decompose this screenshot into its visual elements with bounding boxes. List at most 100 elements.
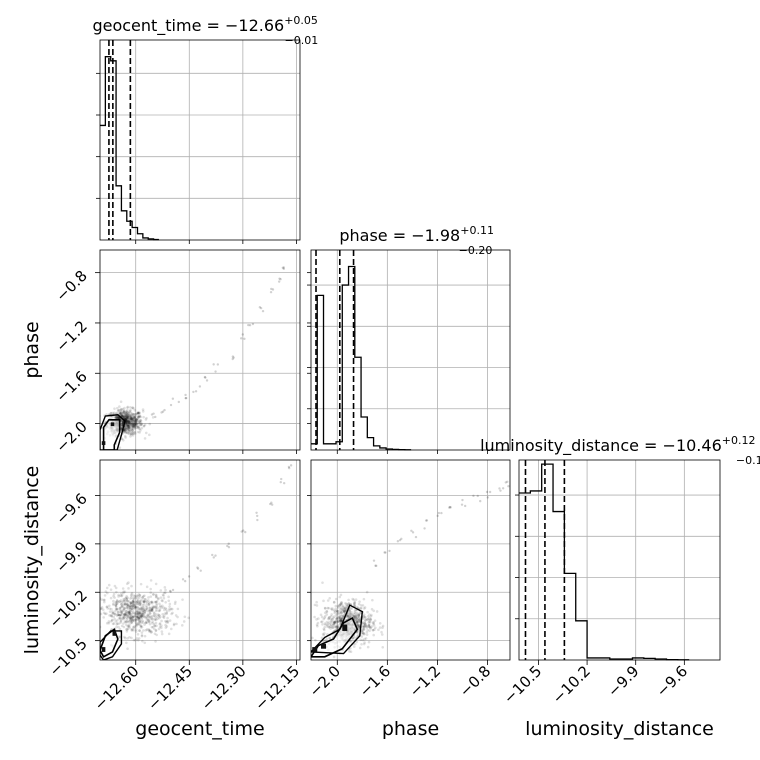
scatter-point xyxy=(255,511,258,515)
scatter-point xyxy=(136,622,140,625)
scatter-point xyxy=(460,503,464,506)
scatter-point xyxy=(123,415,126,419)
scatter-point xyxy=(141,610,145,614)
scatter-point xyxy=(357,620,360,624)
scatter-point xyxy=(132,407,135,410)
scatter-point xyxy=(314,638,317,642)
scatter-point xyxy=(122,590,125,593)
scatter-point xyxy=(357,613,361,617)
scatter-point xyxy=(134,612,137,616)
scatter-point xyxy=(126,424,130,428)
scatter-point xyxy=(140,615,143,618)
scatter-point xyxy=(124,417,128,421)
scatter-point xyxy=(118,607,122,610)
title-upper-error: +0.12 xyxy=(722,434,756,447)
scatter-point xyxy=(287,465,291,469)
scatter-point xyxy=(130,415,134,418)
scatter-point xyxy=(137,616,141,620)
scatter-point xyxy=(124,414,128,418)
scatter-point xyxy=(133,415,137,418)
scatter-point xyxy=(123,613,127,617)
scatter-point xyxy=(147,628,151,632)
scatter-point xyxy=(331,624,335,627)
scatter-point xyxy=(137,425,141,429)
scatter-point xyxy=(139,609,143,612)
scatter-point xyxy=(132,629,135,632)
scatter-point xyxy=(315,600,318,604)
scatter-point xyxy=(148,606,152,610)
scatter-point xyxy=(363,637,367,641)
scatter-point xyxy=(343,610,346,614)
scatter-point xyxy=(128,426,132,430)
scatter-point xyxy=(136,594,140,598)
scatter-point xyxy=(123,603,127,607)
scatter-point xyxy=(363,632,366,636)
scatter-point xyxy=(371,598,374,602)
scatter-point xyxy=(335,626,339,629)
scatter-point xyxy=(126,426,130,430)
scatter-point xyxy=(132,599,135,603)
scatter-point xyxy=(164,588,167,592)
scatter-point xyxy=(132,425,136,428)
scatter-point xyxy=(131,434,135,437)
scatter-point xyxy=(114,601,118,604)
scatter-point xyxy=(327,616,331,619)
scatter-point xyxy=(154,582,158,586)
scatter-point xyxy=(148,616,152,619)
scatter-point xyxy=(122,412,126,416)
scatter-point xyxy=(369,627,372,630)
scatter-point xyxy=(350,607,353,610)
scatter-point xyxy=(242,529,245,532)
scatter-point xyxy=(149,609,152,613)
scatter-point xyxy=(108,610,112,613)
scatter-point xyxy=(119,409,122,412)
scatter-point xyxy=(125,430,128,433)
scatter-point xyxy=(356,620,359,623)
scatter-point xyxy=(135,594,139,598)
scatter-point xyxy=(132,422,136,425)
scatter-point xyxy=(132,416,135,419)
scatter-point xyxy=(340,614,344,618)
scatter-point xyxy=(128,604,132,607)
scatter-point xyxy=(124,602,128,605)
scatter-point xyxy=(134,630,138,633)
scatter-point xyxy=(118,411,122,415)
scatter-point xyxy=(122,597,125,601)
scatter-point xyxy=(346,614,349,618)
scatter-point xyxy=(127,431,131,435)
scatter-point xyxy=(150,609,154,613)
scatter-point xyxy=(154,629,158,632)
scatter-point xyxy=(425,519,429,522)
scatter-point xyxy=(372,622,375,626)
scatter-point xyxy=(125,428,129,431)
scatter-point xyxy=(346,603,349,607)
scatter-point xyxy=(114,415,118,419)
scatter-point xyxy=(154,617,157,621)
scatter-point xyxy=(126,424,130,428)
scatter-point xyxy=(135,426,138,430)
scatter-point xyxy=(125,606,129,609)
scatter-point xyxy=(331,618,335,621)
scatter-point xyxy=(152,593,155,596)
scatter-point xyxy=(120,594,123,598)
scatter-point xyxy=(353,600,357,604)
scatter-point xyxy=(129,614,133,618)
scatter-point xyxy=(334,604,338,608)
contour-line xyxy=(102,419,121,450)
scatter-point xyxy=(325,613,329,616)
scatter-point xyxy=(323,606,327,610)
scatter-point xyxy=(141,612,144,616)
scatter-point xyxy=(363,606,367,609)
scatter-point xyxy=(138,620,142,623)
scatter-point xyxy=(130,617,134,620)
scatter-point xyxy=(182,620,186,623)
x-tick-label: −1.2 xyxy=(406,662,444,700)
scatter-point xyxy=(139,429,142,432)
scatter-point xyxy=(121,414,125,418)
scatter-point xyxy=(135,607,138,610)
scatter-point xyxy=(133,417,137,420)
axes-frame xyxy=(518,459,721,661)
scatter-point xyxy=(148,622,152,626)
scatter-point xyxy=(127,418,131,421)
scatter-point xyxy=(323,607,327,610)
